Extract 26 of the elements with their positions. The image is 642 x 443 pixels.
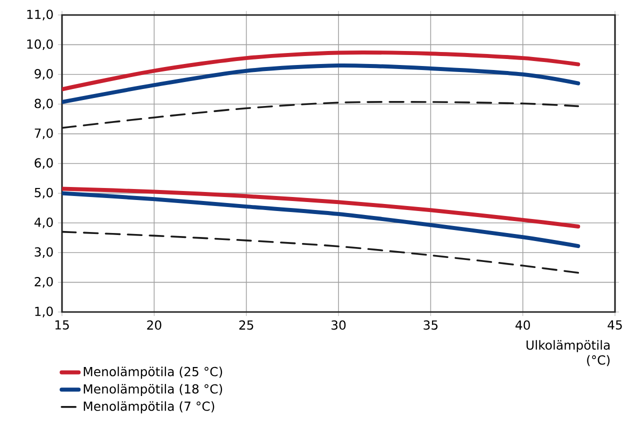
y-tick-label: 9,0: [34, 69, 53, 80]
y-tick-label: 8,0: [34, 98, 53, 110]
y-tick-label: 4,0: [34, 218, 53, 228]
legend-label: Menolämpötila (7 °C): [84, 401, 214, 414]
line-series: [62, 186, 580, 228]
y-tick-label: 2,0: [34, 276, 53, 288]
x-tick-label: 25: [239, 320, 254, 330]
y-tick-label: 3,0: [34, 247, 53, 258]
x-tick-label: 45: [608, 320, 622, 330]
x-tick-label: 20: [147, 320, 162, 330]
line-series: [62, 63, 580, 104]
y-tick-label: 7,0: [34, 128, 53, 140]
y-tick-label: 6,0: [34, 158, 53, 169]
x-tick-label: 40: [516, 320, 530, 330]
x-tick-label: 15: [55, 320, 69, 330]
line-series: [62, 191, 580, 248]
legend-label: Menolämpötila (18 °C): [84, 384, 222, 396]
x-tick-label: 35: [424, 320, 438, 330]
y-tick-label: 11,0: [27, 10, 53, 20]
y-tick-label: 10,0: [27, 39, 53, 50]
y-tick-label: 5,0: [34, 188, 53, 199]
line-series: [62, 50, 580, 92]
legend-label: Menolämpötila (25 °C): [84, 366, 222, 379]
x-tick-label: 30: [332, 320, 346, 330]
y-tick-label: 1,0: [35, 306, 53, 318]
x-axis-title: Ulkolämpötila (°C): [526, 340, 610, 366]
